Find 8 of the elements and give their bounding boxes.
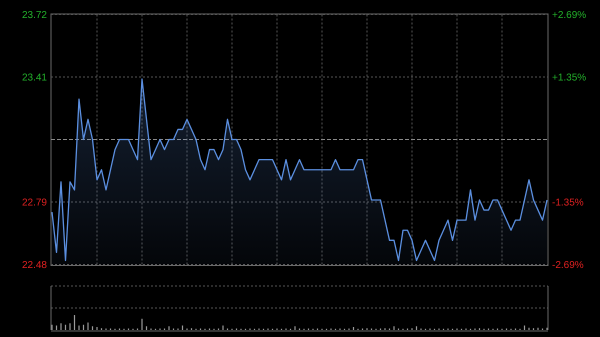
y-tick-label: 23.41: [22, 72, 48, 84]
y2-tick-label: -1.35%: [552, 198, 584, 209]
y2-tick-label: +1.35%: [552, 72, 586, 84]
y-tick-label: 22.48: [22, 260, 48, 271]
y-tick-label: 22.79: [22, 198, 48, 208]
y-tick-label: 23.72: [22, 10, 48, 21]
y2-tick-label: +2.69%: [552, 10, 586, 21]
y2-tick-label: -2.69%: [552, 260, 584, 271]
